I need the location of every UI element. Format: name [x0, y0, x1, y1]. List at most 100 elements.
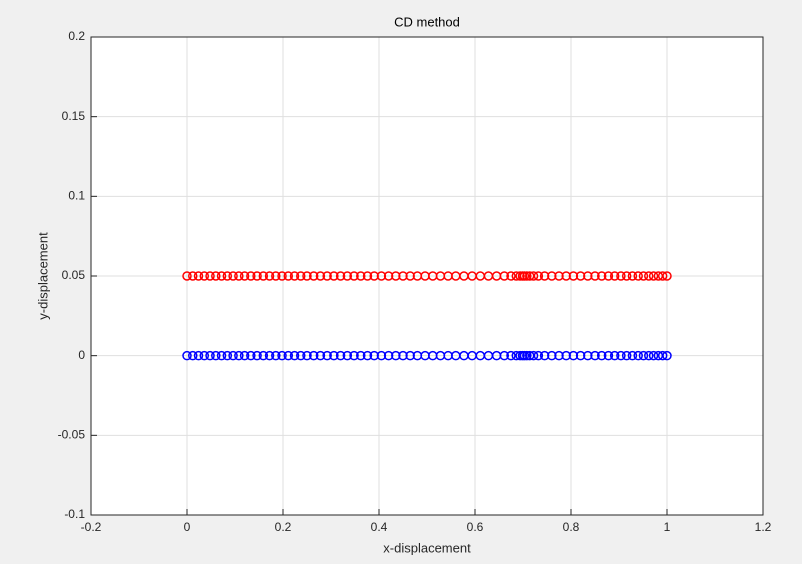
point — [398, 350, 408, 361]
point — [193, 271, 204, 281]
point — [234, 271, 244, 281]
point — [662, 350, 672, 361]
point — [547, 271, 557, 281]
point — [252, 271, 262, 281]
x-tick-label: 1 — [664, 520, 671, 534]
point — [199, 350, 210, 361]
point — [329, 271, 339, 281]
point — [391, 350, 401, 361]
x-tick-label: 0.4 — [371, 520, 388, 534]
point — [561, 271, 571, 281]
point — [315, 350, 326, 361]
point — [533, 350, 544, 361]
point — [277, 350, 287, 361]
point — [648, 350, 659, 361]
x-tick-label: 0.2 — [275, 520, 292, 534]
point — [506, 350, 516, 361]
point — [228, 350, 238, 361]
point — [234, 350, 244, 361]
point — [621, 350, 632, 361]
point — [369, 271, 379, 281]
point — [289, 271, 300, 281]
point — [648, 271, 659, 281]
point — [616, 271, 626, 281]
point — [349, 350, 359, 361]
point — [590, 271, 600, 281]
point — [188, 350, 198, 361]
point — [349, 271, 359, 281]
point — [283, 271, 294, 281]
point — [522, 271, 532, 281]
point — [644, 271, 654, 281]
point — [568, 271, 579, 281]
y-tick-label: 0 — [78, 348, 85, 362]
point — [627, 271, 638, 281]
point — [216, 350, 227, 361]
y-tick-label: -0.05 — [58, 428, 86, 442]
y-tick-label: 0.05 — [62, 268, 86, 282]
point — [277, 271, 287, 281]
point — [205, 350, 215, 361]
point — [216, 271, 227, 281]
point — [322, 350, 332, 361]
x-tick-label: 1.2 — [755, 520, 772, 534]
point — [239, 350, 250, 361]
point — [561, 350, 571, 361]
point — [271, 271, 281, 281]
point — [616, 350, 626, 361]
point — [322, 271, 332, 281]
point — [568, 350, 579, 361]
point — [199, 271, 210, 281]
marks — [182, 271, 672, 361]
chart-title: CD method — [394, 14, 460, 29]
point — [302, 350, 312, 361]
point — [182, 271, 192, 281]
point — [289, 350, 300, 361]
point — [228, 271, 238, 281]
point — [621, 271, 632, 281]
point — [383, 271, 394, 281]
point — [258, 271, 269, 281]
point — [603, 271, 614, 281]
point — [547, 350, 557, 361]
point — [264, 350, 275, 361]
point — [596, 271, 607, 281]
point — [644, 350, 654, 361]
point — [193, 350, 204, 361]
point — [222, 350, 233, 361]
x-tick-label: 0 — [184, 520, 191, 534]
point — [376, 271, 387, 281]
point — [609, 271, 620, 281]
point — [609, 350, 620, 361]
point — [638, 271, 649, 281]
point — [308, 350, 319, 361]
x-axis-label: x-displacement — [383, 540, 471, 555]
point — [205, 271, 215, 281]
point — [283, 350, 294, 361]
point — [335, 271, 346, 281]
point — [522, 350, 532, 361]
point — [264, 271, 275, 281]
point — [638, 350, 649, 361]
point — [222, 271, 233, 281]
y-tick-label: 0.2 — [68, 29, 85, 43]
point — [182, 350, 192, 361]
point — [258, 350, 269, 361]
point — [554, 271, 564, 281]
point — [362, 271, 373, 281]
point — [252, 350, 262, 361]
point — [583, 271, 593, 281]
point — [633, 350, 643, 361]
y-tick-label: 0.1 — [68, 189, 85, 203]
y-tick-label: -0.1 — [64, 507, 85, 521]
point — [211, 271, 221, 281]
point — [633, 271, 643, 281]
point — [405, 350, 415, 361]
point — [383, 350, 394, 361]
point — [590, 350, 600, 361]
point — [376, 350, 387, 361]
point — [342, 350, 353, 361]
point — [356, 350, 366, 361]
x-tick-label: 0.8 — [563, 520, 580, 534]
